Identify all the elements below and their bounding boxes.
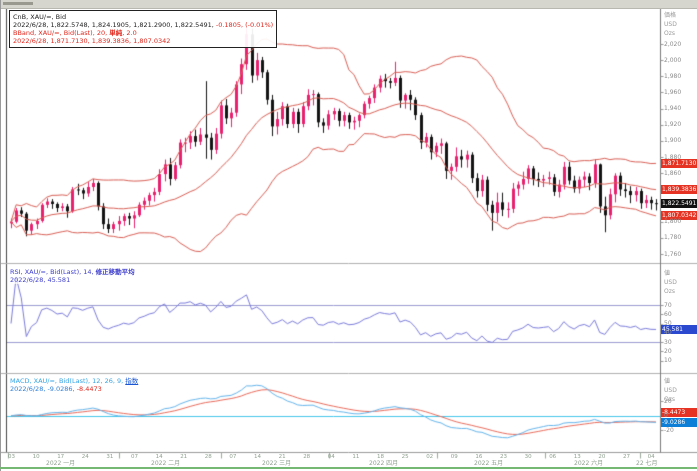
bottom-green-bar	[0, 467, 697, 469]
macd-settings: MACD, XAU/=, Bid(Last), 12, 26, 9, 指数	[10, 377, 139, 385]
bband-values: 2022/6/28, 1,871.7130, 1,839.3836, 1,807…	[13, 37, 171, 45]
macd-values: 2022/6/28, -9.0286, -8.4473	[10, 385, 102, 393]
ohlc-readout: 2022/6/28, 1,822.5748, 1,824.1905, 1,821…	[13, 21, 274, 29]
rsi-values: 2022/6/28, 45.581	[10, 276, 71, 284]
window-top-text-fragment	[3, 2, 33, 5]
macd-legend: MACD, XAU/=, Bid(Last), 12, 26, 9, 指数 20…	[10, 377, 139, 393]
main-legend-box: CnB, XAU/=, Bid 2022/6/28, 1,822.5748, 1…	[9, 10, 278, 48]
rsi-settings: RSI, XAU/=, Bid(Last), 14, 修正移動平均	[10, 268, 135, 276]
window-top-edge	[0, 0, 697, 9]
chart-title: CnB, XAU/=, Bid	[13, 13, 67, 21]
window-left-edge	[0, 0, 1, 471]
bband-settings: BBand, XAU/=, Bid(Last), 20, 単純, 2.0	[13, 29, 137, 37]
rsi-legend: RSI, XAU/=, Bid(Last), 14, 修正移動平均 2022/6…	[10, 268, 135, 284]
